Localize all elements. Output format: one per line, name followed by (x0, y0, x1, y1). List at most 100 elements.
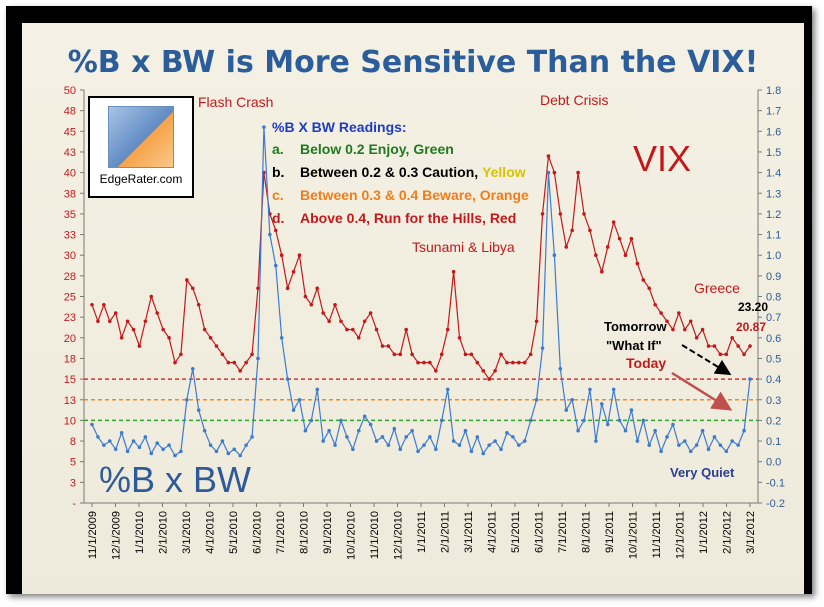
bbw-point (137, 445, 142, 450)
vix-point (748, 344, 752, 348)
x-axis-tick-label: 2/1/2011 (440, 511, 452, 553)
bbw-point (588, 387, 592, 392)
vix-point (682, 327, 687, 332)
vix-point (173, 360, 177, 365)
vix-point (374, 327, 379, 332)
vix-point (623, 253, 628, 257)
bbw-point (635, 439, 640, 443)
vix-point (481, 369, 486, 373)
vix-point (119, 336, 124, 340)
left-axis-tick-label: 43 (64, 147, 76, 159)
bbw-point (706, 447, 711, 452)
bbw-point (380, 435, 385, 439)
vix-point (321, 311, 325, 315)
vix-point (250, 352, 254, 357)
bbw-point (653, 428, 657, 433)
value-20-87-label: 20.87 (736, 320, 766, 334)
readings-item-text: Between 0.2 & 0.3 Caution, (300, 164, 483, 180)
logo-grid-icon (108, 106, 174, 168)
right-axis-tick-label: -0.1 (766, 477, 785, 489)
x-axis-tick-label: 12/1/2011 (675, 511, 687, 559)
x-axis-tick-label: 2/1/2012 (722, 511, 734, 554)
bbw-point (511, 435, 515, 439)
left-axis-tick-label: 20 (64, 333, 76, 345)
readings-item-color-word: Red (489, 210, 517, 226)
bbw-point (119, 430, 124, 435)
bbw-point (226, 451, 231, 456)
bbw-point (451, 439, 456, 443)
bbw-point (682, 439, 687, 443)
left-axis-tick-label: 5 (70, 457, 76, 469)
vix-point (665, 319, 669, 324)
left-axis-tick-label: 33 (64, 230, 76, 242)
left-axis-tick-label: 18 (64, 353, 76, 365)
bbw-point (327, 428, 331, 433)
bbw-point (185, 397, 189, 402)
bbw-point (605, 422, 610, 427)
readings-item-color-word: Yellow (482, 164, 526, 180)
vix-point (505, 360, 509, 365)
vix-point (694, 336, 699, 340)
bbw-point (220, 439, 225, 443)
bbw-point (155, 441, 160, 445)
bbw-point (167, 443, 171, 447)
flash-crash-label: Flash Crash (198, 94, 273, 110)
readings-item-key: a. (272, 141, 284, 157)
vix-point (226, 360, 231, 365)
vix-point (232, 360, 237, 365)
bbw-point (499, 447, 503, 452)
vix-point (570, 228, 574, 233)
bbw-point (629, 408, 634, 412)
right-axis-tick-label: 0.6 (766, 333, 781, 345)
bbw-point (481, 451, 486, 456)
vix-point (688, 319, 693, 324)
bbw-point (351, 447, 355, 452)
vix-point (131, 327, 136, 332)
right-axis-tick-label: 0.8 (766, 292, 781, 304)
vix-point (641, 278, 646, 282)
bbw-series-line (91, 127, 751, 457)
bbw-point (623, 428, 628, 433)
bbw-point (641, 418, 646, 423)
vix-point (291, 269, 296, 274)
bbw-label: %B x BW (99, 459, 252, 500)
bbw-point (321, 439, 325, 443)
bbw-point (279, 336, 284, 340)
vix-point (214, 344, 219, 348)
bbw-point (309, 418, 314, 423)
bbw-point (665, 435, 669, 439)
bbw-point (386, 443, 391, 447)
vix-point (149, 294, 154, 299)
vix-point (398, 352, 403, 357)
x-axis-tick-label: 11/1/2011 (651, 511, 663, 558)
x-axis-tick-label: 12/1/2009 (111, 511, 123, 560)
x-axis-tick-label: 7/1/2010 (275, 511, 287, 554)
vix-point (463, 352, 468, 357)
vix-point (285, 286, 290, 291)
right-axis-tick-label: 0.0 (766, 457, 781, 469)
vix-point (404, 327, 408, 332)
vix-point (392, 352, 397, 357)
vix-point (487, 377, 491, 381)
bbw-point (368, 422, 373, 427)
x-axis-tick-label: 8/1/2011 (581, 511, 593, 553)
bbw-point (291, 408, 296, 412)
bbw-point (179, 449, 183, 454)
x-axis-tick-label: 8/1/2010 (299, 511, 311, 554)
x-axis-tick-label: 11/1/2009 (87, 511, 99, 559)
bbw-point (90, 422, 94, 427)
right-axis-tick-label: 1.8 (766, 85, 781, 97)
bbw-point (356, 428, 361, 433)
vix-point (736, 344, 740, 348)
left-axis-tick-label: 13 (64, 395, 76, 407)
bbw-point (564, 408, 569, 412)
vix-point (143, 319, 148, 324)
vix-point (185, 278, 189, 282)
left-axis-tick-label: 35 (64, 209, 76, 221)
vix-point (499, 352, 503, 357)
vix-point (362, 319, 367, 324)
vix-point (179, 352, 183, 357)
bbw-point (647, 443, 652, 447)
greece-label: Greece (694, 280, 740, 296)
left-axis-tick-label: 28 (64, 271, 76, 283)
